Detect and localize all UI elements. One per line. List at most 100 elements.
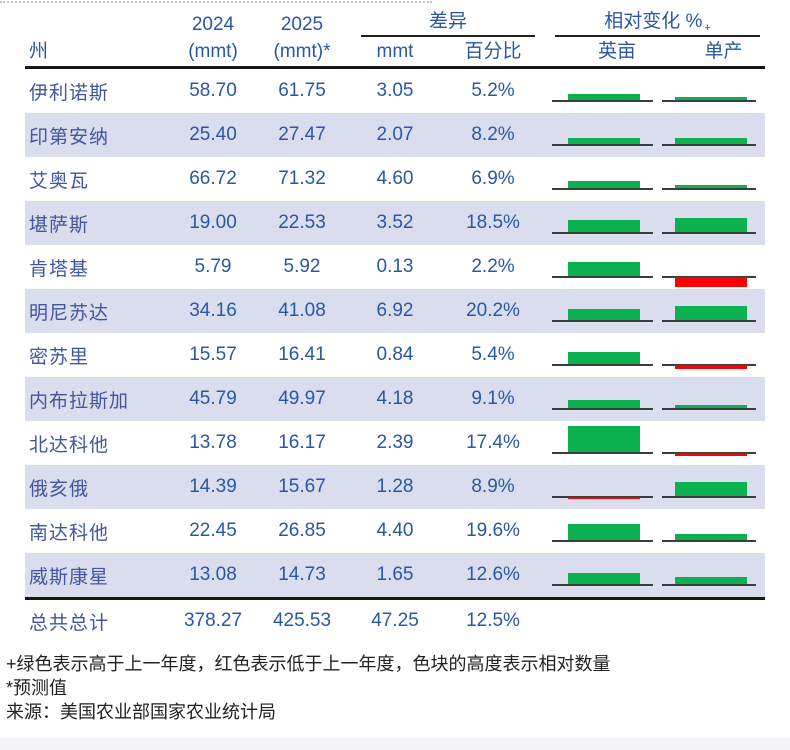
diff-percent: 5.2% [471,80,515,101]
value-2024: 66.72 [189,168,237,189]
acres-change-bar-up [568,309,640,320]
table-row: 明尼苏达 34.16 41.08 6.92 20.2% [25,289,765,333]
table-row: 堪萨斯 19.00 22.53 3.52 18.5% [25,201,765,245]
value-2025: 49.97 [278,388,326,409]
value-2025: 26.85 [278,520,326,541]
diff-percent: 9.1% [471,388,515,409]
yield-change-bar-up [674,534,747,540]
value-2025: 5.92 [283,256,321,277]
yield-change-bar [659,333,762,377]
state-name: 北达科他 [29,434,110,456]
value-2024: 45.79 [189,388,237,409]
yield-change-bar [659,157,762,201]
difference-group-label: 差异 [428,11,467,32]
acres-change-bar-up [568,220,640,232]
diff-mmt: 1.28 [376,476,414,497]
table-row: 印第安纳 25.40 27.47 2.07 8.2% [25,113,765,157]
acres-change-bar-down [568,497,640,499]
state-name: 明尼苏达 [29,302,110,324]
yield-change-bar [659,69,762,113]
acres-change-bar [549,201,659,245]
table-row: 伊利诺斯 58.70 61.75 3.05 5.2% [25,69,765,113]
state-name: 密苏里 [29,346,90,368]
bottom-page-edge [0,738,790,750]
acres-change-bar-up [568,262,640,276]
acres-change-bar [549,157,659,201]
value-2025: 15.67 [278,476,326,497]
total-2024: 378.27 [183,610,243,631]
value-2024: 34.16 [189,300,237,321]
column-header-yield: 单产 [704,41,743,62]
yield-change-bar [659,465,762,509]
relative-change-footnote-marker: + [704,22,711,34]
value-2024: 15.57 [189,344,237,365]
bar-baseline [552,408,653,410]
table-row: 威斯康星 13.08 14.73 1.65 12.6% [25,553,765,597]
diff-mmt: 6.92 [376,300,414,321]
yield-change-bar [659,201,762,245]
bar-baseline [552,452,653,454]
acres-change-bar [549,245,659,289]
value-2025: 14.73 [278,564,326,585]
acres-change-bar-up [568,524,640,540]
column-header-2025-unit: (mmt)* [273,41,331,62]
value-2024: 14.39 [189,476,237,497]
acres-change-bar-up [568,400,640,408]
table-row: 南达科他 22.45 26.85 4.40 19.6% [25,509,765,553]
acres-change-bar [549,509,659,553]
acres-change-bar [549,421,659,465]
total-diff-mmt: 47.25 [371,610,419,631]
footnote-source: 来源：美国农业部国家农业统计局 [6,702,276,722]
column-header-2024-unit: (mmt) [188,41,238,62]
table-row: 肯塔基 5.79 5.92 0.13 2.2% [25,245,765,289]
bar-baseline [552,320,653,322]
bar-baseline [552,364,653,366]
total-2025: 425.53 [272,610,332,631]
bar-baseline [552,232,653,234]
diff-mmt: 3.52 [376,212,414,233]
table-header-columns: 州 (mmt) (mmt)* mmt 百分比 英亩 单产 [25,35,765,69]
bar-baseline [662,496,756,498]
diff-mmt: 1.65 [376,564,414,585]
bar-baseline [662,540,756,542]
column-header-state: 州 [29,41,49,62]
diff-percent: 8.9% [471,476,515,497]
yield-change-bar-up [674,138,747,144]
yield-change-bar-up [674,185,747,188]
value-2024: 19.00 [189,212,237,233]
acres-change-bar-up [568,573,640,584]
bar-baseline [552,540,653,542]
yield-change-bar-down [674,277,747,287]
yield-change-bar [659,245,762,289]
yield-change-bar [659,289,762,333]
header-group-difference: 差异 [361,6,535,37]
diff-mmt: 0.13 [376,256,414,277]
bar-baseline [662,320,756,322]
relative-change-label: 相对变化 % [604,11,703,32]
acres-change-bar [549,113,659,157]
column-header-mmt: mmt [376,41,414,62]
yield-change-bar [659,509,762,553]
total-row: 总共总计 378.27 425.53 47.25 12.5% [25,597,765,642]
diff-percent: 6.9% [471,168,515,189]
value-2025: 27.47 [278,124,326,145]
table-body: 伊利诺斯 58.70 61.75 3.05 5.2% 印第安纳 25.40 27.47 2.0… [25,69,765,597]
value-2024: 22.45 [189,520,237,541]
diff-mmt: 4.18 [376,388,414,409]
yield-change-bar-up [674,405,747,408]
yield-change-bar-up [674,482,747,496]
bar-baseline [662,232,756,234]
yield-change-bar-down [674,453,747,456]
acres-change-bar [549,377,659,421]
column-header-acres: 英亩 [597,41,636,62]
acres-change-bar-up [568,138,640,144]
value-2025: 71.32 [278,168,326,189]
bar-baseline [662,408,756,410]
value-2024: 13.08 [189,564,237,585]
header-year-2025: 2025 [280,14,324,35]
bar-baseline [552,188,653,190]
top-crop-line [0,1,432,3]
table-row: 密苏里 15.57 16.41 0.84 5.4% [25,333,765,377]
state-name: 俄亥俄 [29,478,90,500]
acres-change-bar-up [568,352,640,364]
